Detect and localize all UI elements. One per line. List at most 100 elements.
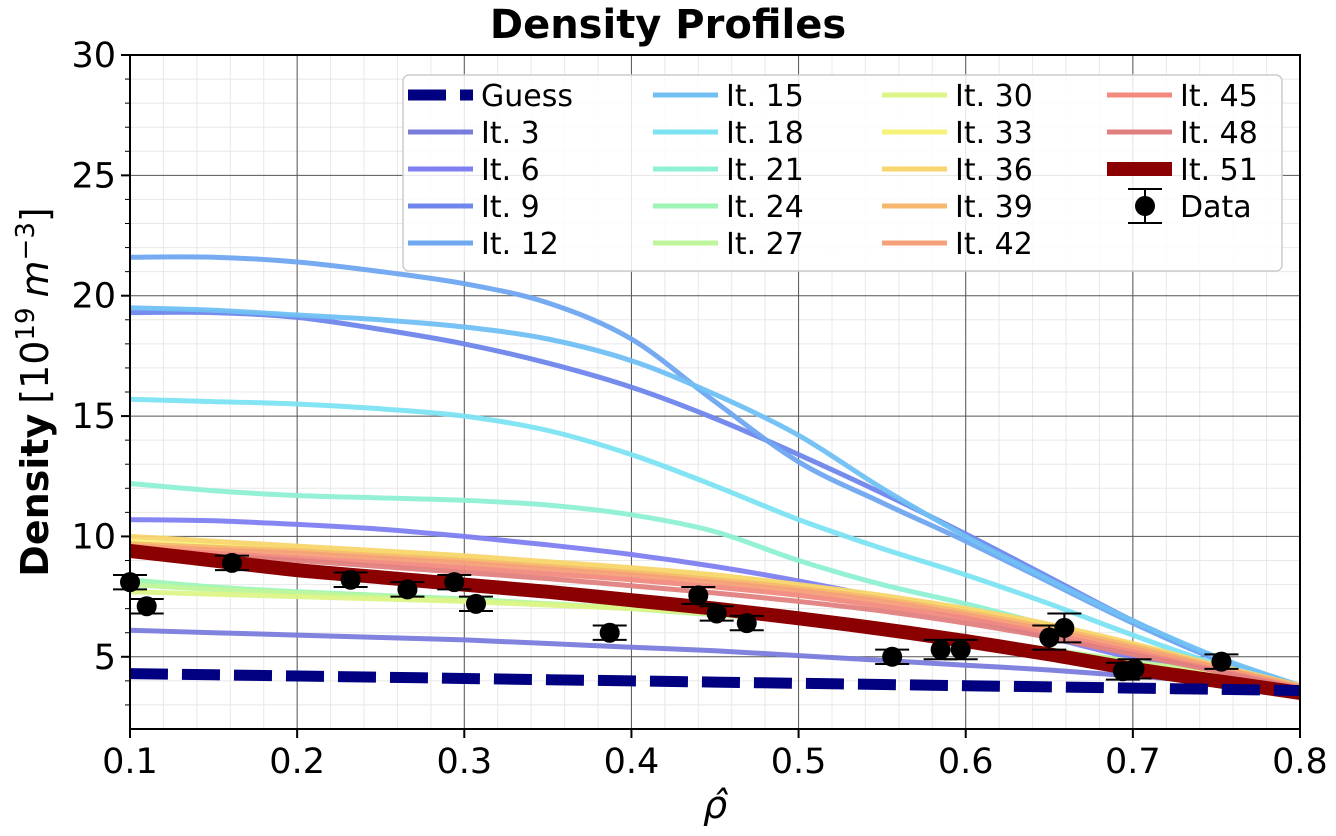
data-marker bbox=[465, 593, 486, 614]
legend-label: It. 48 bbox=[1180, 116, 1258, 151]
legend-entry: It. 51 bbox=[1107, 153, 1258, 188]
data-marker bbox=[340, 569, 361, 590]
legend-label: It. 30 bbox=[955, 79, 1033, 114]
data-marker bbox=[882, 646, 903, 667]
y-axis-label-exp: 19 bbox=[11, 307, 41, 340]
x-axis-label: ρ̂ bbox=[703, 783, 729, 827]
legend-label: It. 15 bbox=[726, 79, 804, 114]
data-marker bbox=[706, 603, 727, 624]
legend-label: It. 24 bbox=[726, 190, 804, 225]
data-marker bbox=[950, 639, 971, 660]
y-axis-label-m: m bbox=[13, 260, 57, 297]
legend-entry: It. 45 bbox=[1107, 79, 1258, 114]
series-line-it-15 bbox=[130, 305, 1300, 689]
y-axis-label: Density [1019 m−3] bbox=[11, 207, 57, 576]
data-point bbox=[1117, 658, 1152, 680]
data-marker bbox=[1054, 617, 1075, 638]
legend-label: It. 39 bbox=[955, 190, 1033, 225]
data-point bbox=[681, 585, 716, 606]
legend-entry: It. 30 bbox=[882, 79, 1033, 114]
data-point bbox=[729, 613, 764, 634]
legend-entry: It. 27 bbox=[653, 227, 804, 262]
series-line-it-6 bbox=[130, 517, 1300, 691]
data-point bbox=[699, 603, 734, 624]
legend-entry: It. 39 bbox=[882, 190, 1033, 225]
data-marker bbox=[444, 572, 465, 593]
chart-title: Density Profiles bbox=[490, 2, 846, 48]
x-tick-labels: 0.1 0.2 0.3 0.4 0.5 0.6 0.7 0.8 bbox=[102, 742, 1328, 782]
x-tick-label: 0.1 bbox=[102, 742, 158, 782]
data-point bbox=[437, 572, 472, 593]
x-tick-label: 0.2 bbox=[269, 742, 325, 782]
legend-entry: It. 12 bbox=[408, 227, 559, 262]
legend-label: It. 36 bbox=[955, 153, 1033, 188]
legend-entry: It. 21 bbox=[653, 153, 804, 188]
series-line-guess bbox=[130, 668, 1300, 696]
legend-label: It. 6 bbox=[481, 153, 540, 188]
legend-label: It. 18 bbox=[726, 116, 804, 151]
series-line-it-3 bbox=[130, 627, 1300, 692]
data-marker bbox=[599, 622, 620, 643]
legend-entry: It. 24 bbox=[653, 190, 804, 225]
legend-entry: It. 15 bbox=[653, 79, 804, 114]
data-points bbox=[113, 552, 1239, 682]
y-tick-label: 25 bbox=[71, 156, 116, 196]
data-point bbox=[943, 638, 978, 661]
legend-label: It. 51 bbox=[1180, 153, 1258, 188]
legend-entry: It. 33 bbox=[882, 116, 1033, 151]
legend-label: It. 45 bbox=[1180, 79, 1258, 114]
legend-entry: It. 18 bbox=[653, 116, 804, 151]
legend-box bbox=[402, 74, 1283, 272]
data-point bbox=[458, 593, 493, 614]
data-point bbox=[875, 646, 910, 667]
x-tick-label: 0.8 bbox=[1272, 742, 1328, 782]
legend-label: Guess bbox=[481, 79, 573, 114]
series-line-it-36 bbox=[130, 533, 1300, 689]
data-marker bbox=[397, 579, 418, 600]
y-axis-label-close: ] bbox=[13, 207, 57, 222]
x-tick-label: 0.7 bbox=[1105, 742, 1161, 782]
series-line-it-42 bbox=[130, 543, 1300, 690]
data-point bbox=[592, 622, 627, 643]
legend-label: It. 33 bbox=[955, 116, 1033, 151]
legend-entry: It. 3 bbox=[408, 116, 540, 151]
data-point bbox=[390, 579, 425, 600]
data-point bbox=[1204, 651, 1239, 672]
data-marker bbox=[930, 639, 951, 660]
data-point bbox=[129, 596, 164, 617]
legend-entry: It. 48 bbox=[1107, 116, 1258, 151]
legend-marker bbox=[1135, 196, 1155, 216]
legend-entry: Guess bbox=[408, 79, 573, 114]
legend-entry: It. 9 bbox=[408, 190, 540, 225]
data-point bbox=[1047, 612, 1082, 644]
y-tick-label: 30 bbox=[71, 36, 116, 76]
data-marker bbox=[1211, 651, 1232, 672]
series-line-it-48 bbox=[130, 548, 1300, 692]
series-line-it-18 bbox=[130, 396, 1300, 689]
x-tick-label: 0.6 bbox=[938, 742, 994, 782]
y-axis-label-unit: [10 bbox=[13, 341, 57, 404]
legend-label: It. 42 bbox=[955, 227, 1033, 262]
y-tick-label: 15 bbox=[71, 397, 116, 437]
y-axis-label-mexp: −3 bbox=[11, 222, 41, 260]
x-tick-label: 0.4 bbox=[604, 742, 660, 782]
y-tick-label: 20 bbox=[71, 277, 116, 317]
legend-entry: It. 36 bbox=[882, 153, 1033, 188]
data-point bbox=[333, 569, 368, 590]
legend-entry: Data bbox=[1128, 188, 1252, 225]
data-point bbox=[214, 552, 249, 573]
legend-label: It. 27 bbox=[726, 227, 804, 262]
y-tick-label: 5 bbox=[94, 638, 116, 678]
legend-label: It. 12 bbox=[481, 227, 559, 262]
data-marker bbox=[221, 552, 242, 573]
legend-label: It. 9 bbox=[481, 190, 540, 225]
data-marker bbox=[688, 585, 709, 606]
data-marker bbox=[136, 596, 157, 617]
data-marker bbox=[1124, 658, 1145, 679]
y-tick-label: 10 bbox=[71, 517, 116, 557]
legend-label: Data bbox=[1180, 190, 1252, 225]
legend-entry: It. 42 bbox=[882, 227, 1033, 262]
